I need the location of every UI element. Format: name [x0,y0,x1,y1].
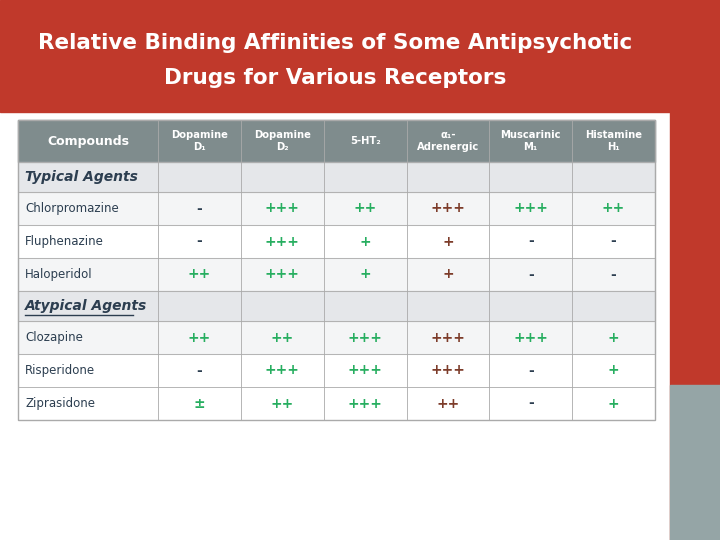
Text: +++: +++ [431,201,465,215]
Bar [670,385,720,540]
Text: -: - [611,267,616,281]
Text: +++: +++ [513,330,548,345]
Bar [18,291,655,321]
Text: Muscarinic
M₁: Muscarinic M₁ [500,130,561,152]
Text: -: - [528,267,534,281]
Bar [18,162,655,192]
Text: +: + [442,267,454,281]
Text: +: + [359,234,371,248]
Text: ++: ++ [188,330,211,345]
Text: ++: ++ [354,201,377,215]
Text: +++: +++ [265,363,300,377]
Bar [18,258,655,291]
Text: +++: +++ [431,363,465,377]
Text: +++: +++ [348,396,382,410]
Text: -: - [197,363,202,377]
Text: Drugs for Various Receptors: Drugs for Various Receptors [164,68,506,88]
Text: Typical Agents: Typical Agents [25,170,138,184]
Text: +: + [608,396,619,410]
Text: +: + [608,363,619,377]
Text: +++: +++ [348,363,382,377]
Bar [18,120,655,420]
Text: -: - [528,234,534,248]
Text: Histamine
H₁: Histamine H₁ [585,130,642,152]
Text: -: - [528,363,534,377]
Text: Dopamine
D₁: Dopamine D₁ [171,130,228,152]
Bar [18,321,655,354]
Bar [670,0,720,540]
Text: Relative Binding Affinities of Some Antipsychotic: Relative Binding Affinities of Some Anti… [38,33,632,53]
Text: ++: ++ [188,267,211,281]
Text: ++: ++ [271,330,294,345]
Text: Clozapine: Clozapine [25,331,83,344]
Text: -: - [197,201,202,215]
Text: -: - [611,234,616,248]
Text: Risperidone: Risperidone [25,364,95,377]
Text: +++: +++ [265,201,300,215]
Text: +: + [359,267,371,281]
Text: +: + [608,330,619,345]
Text: Haloperidol: Haloperidol [25,268,93,281]
Text: +++: +++ [348,330,382,345]
Text: +++: +++ [265,234,300,248]
Text: ++: ++ [271,396,294,410]
Text: Dopamine
D₂: Dopamine D₂ [254,130,311,152]
Text: ±: ± [194,396,205,410]
Text: -: - [528,396,534,410]
Text: 5-HT₂: 5-HT₂ [350,136,381,146]
Text: ++: ++ [602,201,625,215]
Text: Fluphenazine: Fluphenazine [25,235,104,248]
Text: Compounds: Compounds [47,134,129,147]
Bar [18,192,655,225]
Text: Ziprasidone: Ziprasidone [25,397,95,410]
Text: +++: +++ [431,330,465,345]
Text: +++: +++ [265,267,300,281]
Text: +++: +++ [513,201,548,215]
Text: α₁-
Adrenergic: α₁- Adrenergic [417,130,479,152]
Text: Atypical Agents: Atypical Agents [25,299,148,313]
Bar [18,120,655,162]
Text: ++: ++ [436,396,459,410]
Text: +: + [442,234,454,248]
Text: Chlorpromazine: Chlorpromazine [25,202,119,215]
Text: -: - [197,234,202,248]
Bar [0,0,670,112]
